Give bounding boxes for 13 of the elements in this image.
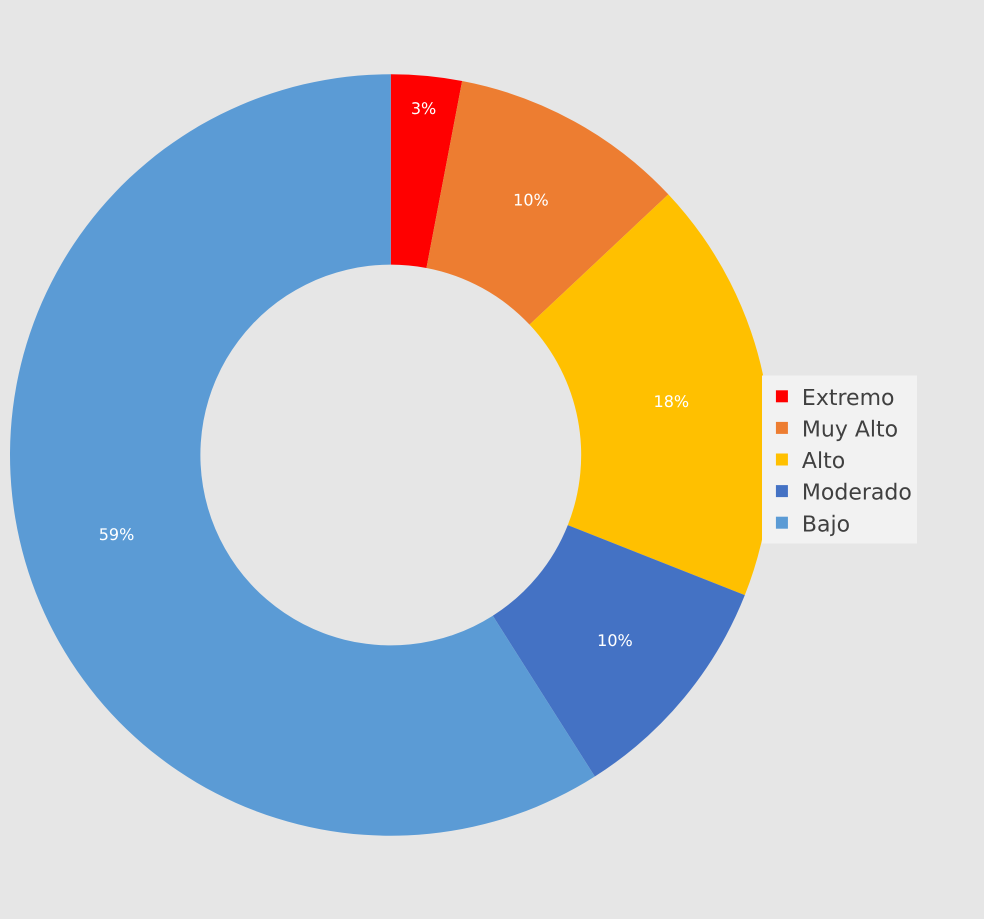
legend-label: Bajo [802, 512, 850, 538]
donut-slice [10, 74, 595, 836]
legend-label: Moderado [802, 480, 912, 506]
legend-label: Extremo [802, 386, 894, 411]
data-label: 59% [98, 525, 134, 544]
donut-slice [492, 525, 745, 777]
data-label: 10% [597, 630, 633, 650]
donut-slice [390, 74, 462, 268]
data-label: 3% [410, 99, 436, 118]
data-label: 10% [513, 190, 549, 210]
data-label: 18% [654, 392, 690, 411]
legend-label: Muy Alto [802, 417, 898, 442]
legend-label: Alto [802, 449, 846, 474]
